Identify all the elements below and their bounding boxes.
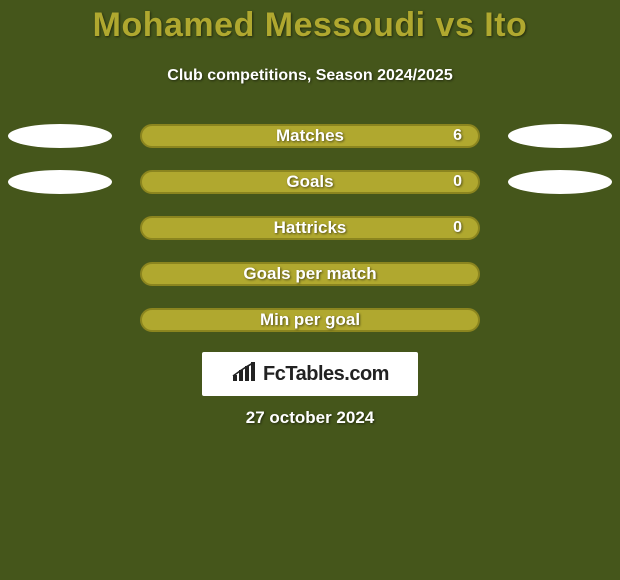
- stat-label: Min per goal: [260, 310, 360, 330]
- brand-text: FcTables.com: [263, 363, 389, 386]
- stat-label: Goals per match: [243, 264, 376, 284]
- stat-value-right: 6: [453, 127, 462, 145]
- stat-rows: Matches 6 Goals 0 Hattricks 0 Goals per match M…: [0, 124, 620, 332]
- left-ellipse: [8, 124, 112, 148]
- bars-icon: [231, 361, 257, 388]
- stat-row: Hattricks 0: [0, 216, 620, 240]
- right-ellipse: [508, 170, 612, 194]
- right-ellipse: [508, 124, 612, 148]
- subtitle: Club competitions, Season 2024/2025: [0, 67, 620, 85]
- stat-bar: Goals 0: [140, 170, 480, 194]
- stat-value-right: 0: [453, 219, 462, 237]
- date-text: 27 october 2024: [0, 408, 620, 428]
- stat-label: Goals: [286, 172, 333, 192]
- page-title: Mohamed Messoudi vs Ito: [0, 0, 620, 45]
- stat-row: Min per goal: [0, 308, 620, 332]
- stat-bar: Goals per match: [140, 262, 480, 286]
- stat-label: Matches: [276, 126, 344, 146]
- stat-row: Goals 0: [0, 170, 620, 194]
- comparison-infographic: Mohamed Messoudi vs Ito Club competition…: [0, 0, 620, 580]
- stat-value-right: 0: [453, 173, 462, 191]
- left-ellipse: [8, 170, 112, 194]
- stat-row: Goals per match: [0, 262, 620, 286]
- stat-bar: Min per goal: [140, 308, 480, 332]
- brand-badge: FcTables.com: [202, 352, 418, 396]
- stat-label: Hattricks: [274, 218, 347, 238]
- stat-bar: Hattricks 0: [140, 216, 480, 240]
- stat-bar: Matches 6: [140, 124, 480, 148]
- stat-row: Matches 6: [0, 124, 620, 148]
